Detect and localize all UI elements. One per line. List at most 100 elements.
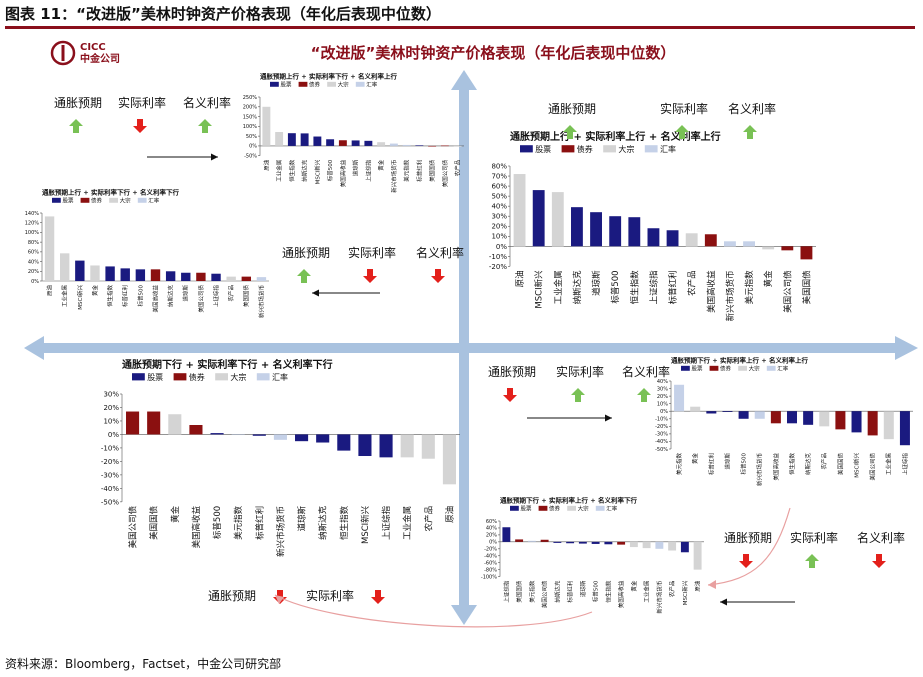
cicc-logo: CICC 中金公司 [50, 40, 130, 70]
category-label: MSCI新兴 [360, 505, 371, 544]
category-label: 标普红利 [707, 453, 715, 475]
legend-label: 股票 [520, 506, 532, 513]
bar [685, 233, 698, 247]
bar [513, 174, 526, 247]
bar [666, 230, 679, 247]
y-tick-label: 80% [491, 162, 507, 170]
regime-label: 名义利率 [183, 95, 231, 110]
bar [704, 234, 717, 247]
chart-title: 通胀预期下行 + 实际利率上行 + 名义利率上行 [671, 356, 808, 365]
legend-label: 股票 [280, 82, 292, 89]
bar [440, 145, 449, 147]
bar [680, 541, 689, 553]
category-label: 美国公司债 [441, 159, 449, 187]
bar [647, 228, 660, 247]
legend-label: 大宗 [230, 372, 246, 382]
chart-legend: 股票 债券 大宗 汇率 [52, 197, 160, 205]
bar [770, 411, 781, 424]
bar [75, 260, 85, 281]
y-tick-label: 120% [25, 220, 40, 226]
category-label: 美元指数 [403, 159, 411, 182]
legend-label: 股票 [535, 145, 551, 154]
category-label: 标普500 [740, 453, 748, 475]
bar [120, 268, 130, 281]
category-label: 原油 [515, 270, 526, 287]
category-label: 标普红利 [668, 270, 679, 304]
arrow-down-icon [371, 590, 385, 604]
category-label: 标普500 [592, 580, 600, 602]
chart-legend: 股票 债券 大宗 汇率 [681, 365, 789, 373]
legend-swatch [709, 365, 719, 371]
category-label: 上证综指 [502, 580, 510, 603]
y-tick-label: 40% [657, 379, 668, 385]
curve-connector-1-head [708, 580, 716, 589]
category-label: 原油 [262, 159, 270, 171]
y-tick-label: -40% [484, 554, 497, 560]
category-label: 美国国债 [242, 285, 250, 308]
bar [60, 253, 70, 281]
arrow-up-icon [69, 119, 83, 133]
flow-arrow-r6-head [720, 598, 727, 606]
legend-label: 债券 [577, 144, 593, 154]
legend-label: 大宗 [120, 197, 132, 205]
arrow-up-icon [198, 119, 212, 133]
bar [256, 277, 267, 281]
category-label: 美国高收益 [706, 270, 717, 313]
y-tick-label: -60% [484, 560, 497, 566]
y-tick-label: -50% [244, 153, 257, 159]
y-tick-label: 60% [28, 250, 39, 256]
bar [351, 140, 360, 146]
legend-label: 汇率 [660, 144, 676, 154]
category-label: 农产品 [454, 159, 462, 176]
chart-legend: 股票 债券 大宗 汇率 [510, 505, 618, 513]
category-label: 工业金属 [643, 581, 651, 603]
bar [532, 190, 545, 247]
bar [428, 145, 437, 147]
arrow-up-icon [563, 125, 577, 139]
category-label: 纳斯达克 [318, 505, 329, 540]
category-label: 恒生指数 [339, 505, 350, 540]
category-label: 农产品 [423, 506, 434, 532]
regime-r1: 通胀预期 实际利率 名义利率 [54, 95, 231, 133]
category-label: 纳斯达克 [301, 159, 309, 182]
chart-title: 通胀预期上行 + 实际利率下行 + 名义利率上行 [260, 72, 397, 81]
legend-label: 大宗 [618, 144, 634, 154]
chart-title: 通胀预期上行 + 实际利率上行 + 名义利率上行 [510, 130, 721, 143]
y-tick-label: 30% [657, 386, 668, 392]
category-label: 标普红利 [254, 506, 265, 540]
legend-label: 股票 [691, 366, 703, 373]
y-tick-label: -20% [101, 458, 119, 466]
category-label: MSCI新兴 [681, 580, 689, 605]
y-tick-label: 50% [246, 134, 257, 140]
category-label: 美国国债 [515, 580, 523, 603]
y-tick-label: 60% [491, 183, 507, 191]
y-tick-label: 20% [657, 394, 668, 400]
category-label: 标普500 [212, 506, 223, 539]
category-label: 恒生指数 [106, 285, 114, 308]
category-label: 农产品 [687, 270, 698, 296]
category-label: 恒生指数 [604, 580, 612, 603]
bar [724, 241, 736, 247]
category-label: 黄金 [763, 270, 774, 288]
legend-swatch [137, 197, 147, 203]
category-label: 黄金 [630, 580, 638, 592]
legend-swatch [298, 81, 308, 87]
bar [453, 145, 462, 147]
legend-swatch [215, 373, 228, 381]
category-label: 美国高收益 [191, 505, 202, 548]
legend-label: 汇率 [606, 505, 618, 513]
bar [867, 411, 878, 436]
category-label: 美元指数 [744, 270, 755, 305]
bar [287, 133, 296, 146]
arrow-up-icon [805, 554, 819, 568]
regime-label: 名义利率 [416, 245, 464, 260]
regime-label: 实际利率 [348, 245, 396, 260]
category-label: 原油 [444, 506, 455, 523]
bar [781, 246, 794, 251]
legend-swatch [766, 365, 776, 371]
y-tick-label: 20% [28, 269, 39, 275]
legend-swatch [80, 197, 90, 203]
y-tick-label: 40% [486, 526, 497, 532]
regime-r4: 通胀预期 实际利率 [208, 588, 385, 604]
category-label: 标普红利 [121, 285, 129, 307]
